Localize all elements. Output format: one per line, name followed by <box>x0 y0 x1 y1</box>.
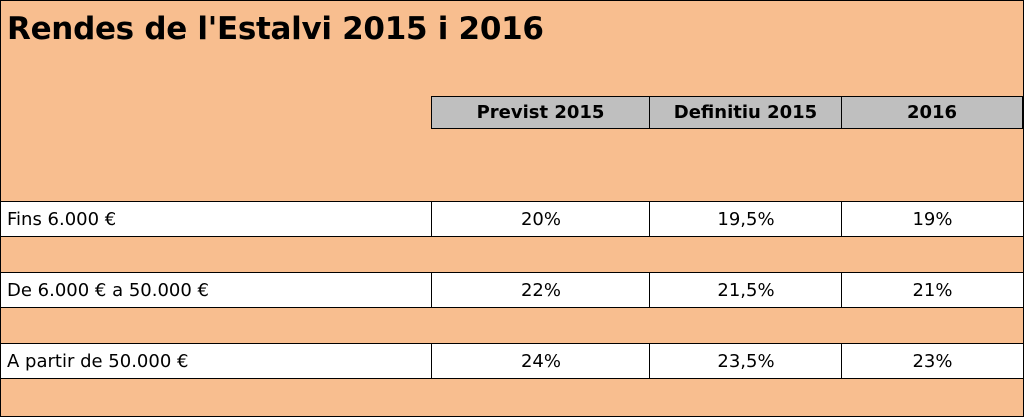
table-row: De 6.000 € a 50.000 € 22% 21,5% 21% <box>1 272 1023 308</box>
row-label: De 6.000 € a 50.000 € <box>7 279 209 301</box>
column-header-previst-2015: Previst 2015 <box>431 96 650 129</box>
rate-definitiu-2015: 21,5% <box>649 273 842 307</box>
row-label: A partir de 50.000 € <box>7 350 189 372</box>
row-label: Fins 6.000 € <box>7 208 117 230</box>
rate-previst-2015: 24% <box>431 344 650 378</box>
table-title: Rendes de l'Estalvi 2015 i 2016 <box>7 11 544 47</box>
rate-definitiu-2015: 23,5% <box>649 344 842 378</box>
column-header-definitiu-2015: Definitiu 2015 <box>649 96 842 129</box>
rate-definitiu-2015: 19,5% <box>649 202 842 236</box>
rate-2016: 21% <box>841 273 1023 307</box>
table-row: Fins 6.000 € 20% 19,5% 19% <box>1 201 1023 237</box>
rate-previst-2015: 20% <box>431 202 650 236</box>
table-row: A partir de 50.000 € 24% 23,5% 23% <box>1 343 1023 379</box>
rate-previst-2015: 22% <box>431 273 650 307</box>
rate-2016: 19% <box>841 202 1023 236</box>
column-header-2016: 2016 <box>841 96 1023 129</box>
rate-2016: 23% <box>841 344 1023 378</box>
